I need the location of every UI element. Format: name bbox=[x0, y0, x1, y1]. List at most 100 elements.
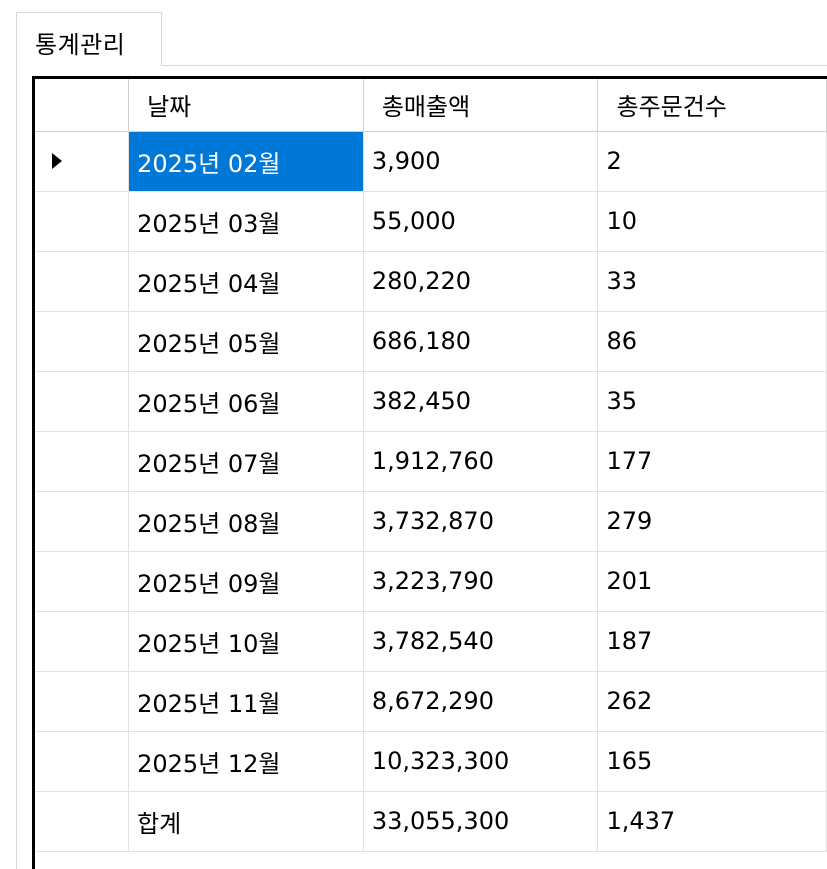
total-sales-cell[interactable]: 55,000 bbox=[363, 191, 599, 252]
cell-text: 1,437 bbox=[606, 807, 676, 835]
row-header-cell[interactable] bbox=[35, 611, 130, 672]
cell-text: 382,450 bbox=[371, 387, 472, 415]
total-sales-cell[interactable]: 3,732,870 bbox=[363, 491, 599, 552]
tab-strip: 통계관리 bbox=[0, 0, 827, 66]
row-header-cell[interactable] bbox=[35, 431, 130, 492]
current-row-arrow-icon bbox=[52, 153, 62, 169]
column-header-label: 총주문건수 bbox=[616, 93, 727, 122]
total-sales-cell[interactable]: 3,782,540 bbox=[363, 611, 599, 672]
cell-text: 187 bbox=[606, 627, 653, 655]
row-header-cell[interactable] bbox=[35, 731, 130, 792]
total-sales-cell[interactable]: 1,912,760 bbox=[363, 431, 599, 492]
table-row[interactable]: 2025년 08월 3,732,870 279 bbox=[35, 491, 827, 552]
date-cell[interactable]: 2025년 11월 bbox=[128, 671, 364, 732]
cell-text: 2025년 03월 bbox=[137, 209, 281, 238]
total-orders-cell[interactable]: 201 bbox=[597, 551, 827, 612]
total-orders-cell[interactable]: 279 bbox=[597, 491, 827, 552]
row-header-cell[interactable] bbox=[35, 191, 130, 252]
date-cell[interactable]: 2025년 03월 bbox=[128, 191, 364, 252]
cell-text: 2025년 07월 bbox=[137, 449, 281, 478]
total-sales-cell[interactable]: 280,220 bbox=[363, 251, 599, 312]
total-sales-cell[interactable]: 8,672,290 bbox=[363, 671, 599, 732]
table-row[interactable]: 2025년 09월 3,223,790 201 bbox=[35, 551, 827, 612]
column-header-total-sales[interactable]: 총매출액 bbox=[363, 79, 599, 132]
total-orders-cell[interactable]: 35 bbox=[597, 371, 827, 432]
cell-text: 2025년 11월 bbox=[137, 689, 281, 718]
cell-text: 2 bbox=[606, 147, 622, 175]
date-cell[interactable]: 2025년 10월 bbox=[128, 611, 364, 672]
row-header-cell[interactable] bbox=[35, 551, 130, 612]
grid-table: 날짜 총매출액 총주문건수 2025년 02월 3,900 2 2025년 03월 55… bbox=[35, 79, 827, 852]
total-sales-cell[interactable]: 3,223,790 bbox=[363, 551, 599, 612]
total-orders-cell[interactable]: 10 bbox=[597, 191, 827, 252]
cell-text: 262 bbox=[606, 687, 653, 715]
total-orders-cell[interactable]: 177 bbox=[597, 431, 827, 492]
date-cell[interactable]: 2025년 06월 bbox=[128, 371, 364, 432]
row-header-cell[interactable] bbox=[35, 491, 130, 552]
total-sales-cell[interactable]: 10,323,300 bbox=[363, 731, 599, 792]
total-orders-cell[interactable]: 165 bbox=[597, 731, 827, 792]
cell-text: 3,782,540 bbox=[371, 627, 494, 655]
cell-text: 279 bbox=[606, 507, 653, 535]
cell-text: 3,732,870 bbox=[371, 507, 494, 535]
row-header-cell[interactable] bbox=[35, 131, 130, 192]
table-row[interactable]: 2025년 03월 55,000 10 bbox=[35, 191, 827, 252]
cell-text: 86 bbox=[606, 327, 638, 355]
total-orders-cell[interactable]: 262 bbox=[597, 671, 827, 732]
cell-text: 2025년 12월 bbox=[137, 749, 281, 778]
cell-text: 55,000 bbox=[371, 207, 456, 235]
cell-text: 1,912,760 bbox=[371, 447, 494, 475]
column-header-row: 날짜 총매출액 총주문건수 bbox=[35, 79, 827, 132]
statistics-data-grid[interactable]: 날짜 총매출액 총주문건수 2025년 02월 3,900 2 2025년 03월 55… bbox=[32, 76, 827, 869]
column-header-total-orders[interactable]: 총주문건수 bbox=[597, 79, 827, 132]
cell-text: 35 bbox=[606, 387, 638, 415]
cell-text: 686,180 bbox=[371, 327, 472, 355]
total-orders-cell[interactable]: 1,437 bbox=[597, 791, 827, 852]
date-cell[interactable]: 합계 bbox=[128, 791, 364, 852]
table-row[interactable]: 2025년 07월 1,912,760 177 bbox=[35, 431, 827, 492]
cell-text: 165 bbox=[606, 747, 653, 775]
table-row[interactable]: 2025년 12월 10,323,300 165 bbox=[35, 731, 827, 792]
total-orders-cell[interactable]: 2 bbox=[597, 131, 827, 192]
date-cell[interactable]: 2025년 12월 bbox=[128, 731, 364, 792]
date-cell[interactable]: 2025년 02월 bbox=[128, 131, 364, 192]
top-left-header-cell[interactable] bbox=[35, 79, 130, 132]
table-row[interactable]: 2025년 05월 686,180 86 bbox=[35, 311, 827, 372]
grid-body: 2025년 02월 3,900 2 2025년 03월 55,000 10 2025년 04… bbox=[35, 131, 827, 852]
total-orders-cell[interactable]: 33 bbox=[597, 251, 827, 312]
table-row[interactable]: 2025년 04월 280,220 33 bbox=[35, 251, 827, 312]
cell-text: 2025년 05월 bbox=[137, 329, 281, 358]
table-row[interactable]: 2025년 10월 3,782,540 187 bbox=[35, 611, 827, 672]
table-row[interactable]: 2025년 06월 382,450 35 bbox=[35, 371, 827, 432]
date-cell[interactable]: 2025년 08월 bbox=[128, 491, 364, 552]
row-header-cell[interactable] bbox=[35, 791, 130, 852]
total-sales-cell[interactable]: 3,900 bbox=[363, 131, 599, 192]
cell-text: 2025년 02월 bbox=[137, 149, 281, 178]
row-header-cell[interactable] bbox=[35, 671, 130, 732]
date-cell[interactable]: 2025년 05월 bbox=[128, 311, 364, 372]
date-cell[interactable]: 2025년 07월 bbox=[128, 431, 364, 492]
table-row[interactable]: 2025년 02월 3,900 2 bbox=[35, 131, 827, 192]
cell-text: 33 bbox=[606, 267, 638, 295]
cell-text: 3,900 bbox=[371, 147, 441, 175]
total-orders-cell[interactable]: 86 bbox=[597, 311, 827, 372]
cell-text: 10,323,300 bbox=[371, 747, 510, 775]
cell-text: 2025년 04월 bbox=[137, 269, 281, 298]
table-row[interactable]: 2025년 11월 8,672,290 262 bbox=[35, 671, 827, 732]
column-header-date[interactable]: 날짜 bbox=[128, 79, 364, 132]
tab-label: 통계관리 bbox=[35, 31, 126, 59]
total-sales-cell[interactable]: 382,450 bbox=[363, 371, 599, 432]
cell-text: 3,223,790 bbox=[371, 567, 494, 595]
row-header-cell[interactable] bbox=[35, 251, 130, 312]
total-sales-cell[interactable]: 33,055,300 bbox=[363, 791, 599, 852]
table-row[interactable]: 합계 33,055,300 1,437 bbox=[35, 791, 827, 852]
total-orders-cell[interactable]: 187 bbox=[597, 611, 827, 672]
tab-statistics-management[interactable]: 통계관리 bbox=[16, 12, 162, 66]
row-header-cell[interactable] bbox=[35, 311, 130, 372]
date-cell[interactable]: 2025년 09월 bbox=[128, 551, 364, 612]
total-sales-cell[interactable]: 686,180 bbox=[363, 311, 599, 372]
date-cell[interactable]: 2025년 04월 bbox=[128, 251, 364, 312]
row-header-cell[interactable] bbox=[35, 371, 130, 432]
cell-text: 280,220 bbox=[371, 267, 472, 295]
